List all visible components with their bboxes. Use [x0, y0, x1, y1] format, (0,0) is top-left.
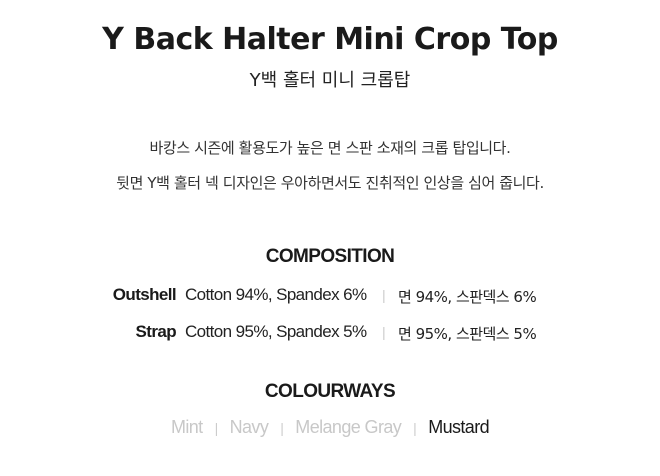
divider: |	[413, 420, 417, 436]
colourway-mustard[interactable]: Mustard	[428, 417, 490, 437]
composition-ko: 면 94%, 스판덱스 6%	[398, 288, 537, 306]
composition-row: Strap Cotton 95%, Spandex 5% | 면 95%, 스판…	[0, 322, 660, 346]
colourway-mint[interactable]: Mint	[170, 417, 203, 437]
product-subtitle: Y백 홀터 미니 크롭탑	[249, 70, 411, 91]
composition-ko: 면 95%, 스판덱스 5%	[398, 325, 537, 343]
composition-en: Cotton 95%, Spandex 5%	[185, 322, 367, 341]
composition-heading: COMPOSITION	[265, 246, 395, 267]
description-line: 뒷면 Y백 홀터 넥 디자인은 우아하면서도 진취적인 인상을 심어 줍니다.	[116, 174, 544, 192]
composition-row: Outshell Cotton 94%, Spandex 6% | 면 94%,…	[0, 285, 660, 309]
composition-en: Cotton 94%, Spandex 6%	[185, 285, 367, 304]
divider: |	[280, 420, 284, 436]
product-title: Y Back Halter Mini Crop Top	[102, 22, 558, 57]
description-line: 바캉스 시즌에 활용도가 높은 면 스판 소재의 크롭 탑입니다.	[149, 139, 511, 157]
divider: |	[214, 420, 219, 436]
colourway-list: Mint | Navy | Melange Gray | Mustard	[0, 417, 660, 438]
composition-label: Outshell	[112, 285, 177, 304]
colourways-heading: COLOURWAYS	[264, 381, 396, 402]
colourway-melange-gray[interactable]: Melange Gray	[295, 417, 402, 437]
composition-label: Strap	[135, 322, 177, 341]
colourway-navy[interactable]: Navy	[229, 417, 269, 437]
divider: |	[382, 324, 386, 340]
divider: |	[382, 287, 386, 303]
